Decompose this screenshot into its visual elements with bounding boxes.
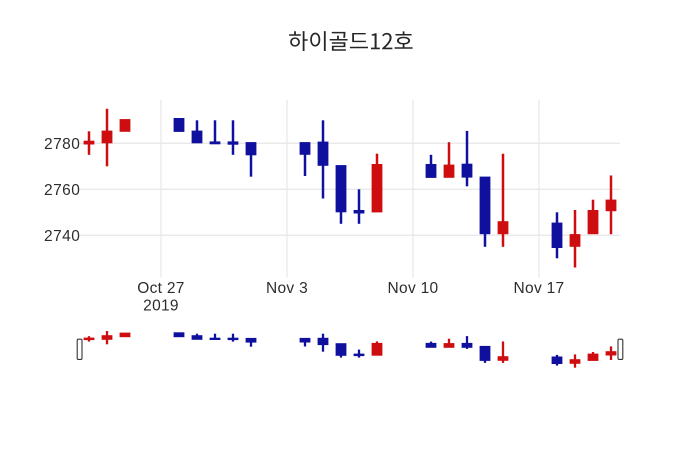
svg-text:2780: 2780 bbox=[44, 136, 80, 153]
svg-text:2740: 2740 bbox=[44, 228, 80, 245]
svg-text:Nov 3: Nov 3 bbox=[266, 280, 308, 297]
svg-text:Nov 10: Nov 10 bbox=[388, 280, 439, 297]
svg-text:Nov 17: Nov 17 bbox=[514, 280, 565, 297]
svg-text:Oct 27: Oct 27 bbox=[137, 280, 184, 297]
svg-text:2760: 2760 bbox=[44, 182, 80, 199]
svg-text:2019: 2019 bbox=[143, 298, 179, 315]
